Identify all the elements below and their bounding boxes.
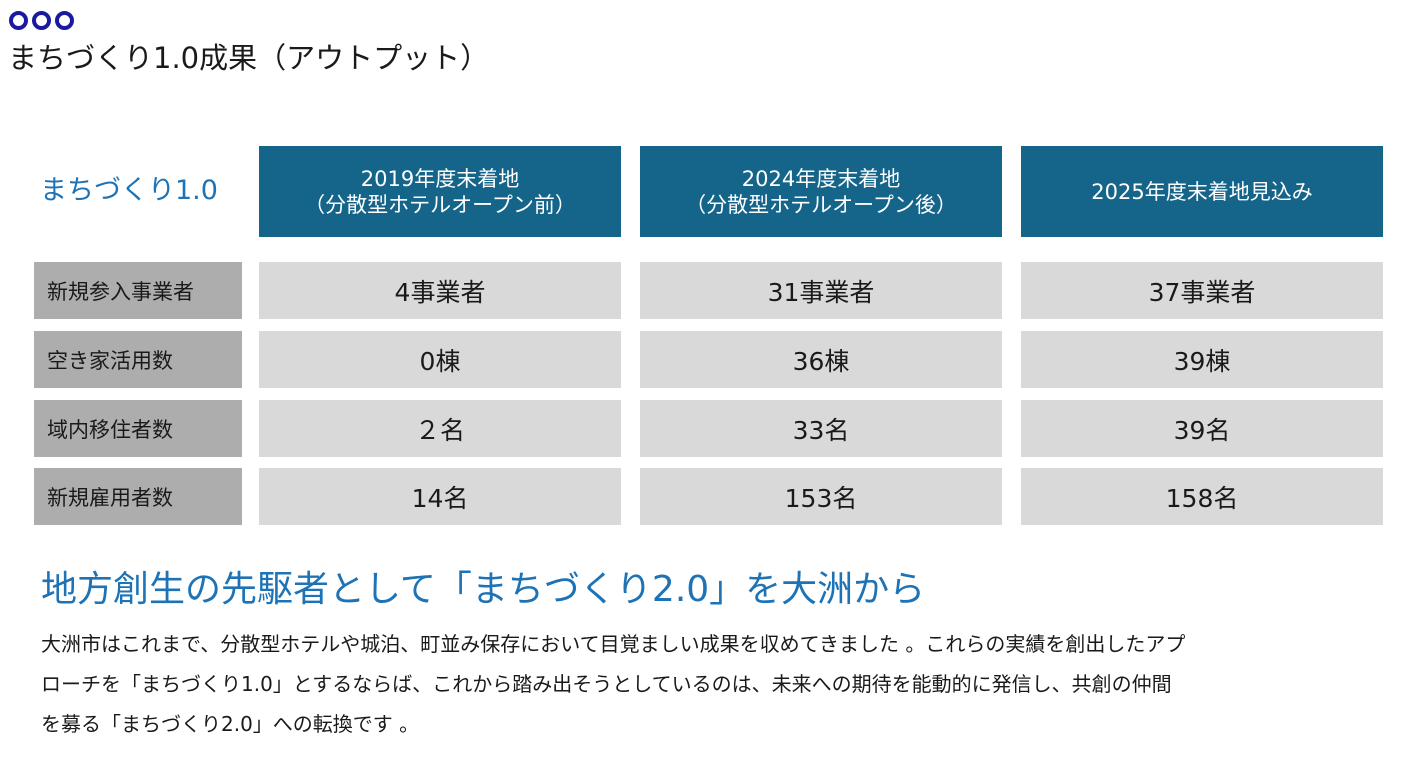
row-label-migrants: 域内移住者数 — [34, 400, 242, 457]
table-cell: ２名 — [259, 400, 621, 457]
table-cell: 153名 — [640, 468, 1002, 525]
column-header-line: （分散型ホテルオープン前） — [304, 192, 576, 217]
table-corner-label: まちづくり1.0 — [40, 175, 218, 206]
table-cell: 39棟 — [1021, 331, 1383, 388]
table-cell: 14名 — [259, 468, 621, 525]
paragraph-line: を募る「まちづくり2.0」への転換です 。 — [41, 712, 420, 736]
table-cell: 158名 — [1021, 468, 1383, 525]
table-cell: 4事業者 — [259, 262, 621, 319]
table-cell: 33名 — [640, 400, 1002, 457]
paragraph-line: ローチを「まちづくり1.0」とするならば、これから踏み出そうとしているのは、未来… — [41, 672, 1172, 696]
column-header-line: 2025年度末着地見込み — [1091, 179, 1313, 204]
decorative-bullets — [9, 11, 74, 30]
table-cell: 0棟 — [259, 331, 621, 388]
circle-bullet-icon — [9, 11, 28, 30]
page-heading: まちづくり1.0成果（アウトプット） — [8, 41, 490, 75]
column-header-2024: 2024年度末着地 （分散型ホテルオープン後） — [640, 146, 1002, 237]
row-label-vacant-houses: 空き家活用数 — [34, 331, 242, 388]
table-cell: 36棟 — [640, 331, 1002, 388]
table-cell: 31事業者 — [640, 262, 1002, 319]
row-label-new-employees: 新規雇用者数 — [34, 468, 242, 525]
column-header-2025: 2025年度末着地見込み — [1021, 146, 1383, 237]
paragraph-line: 大洲市はこれまで、分散型ホテルや城泊、町並み保存において目覚ましい成果を収めてき… — [41, 632, 1186, 656]
column-header-line: 2019年度末着地 — [360, 166, 520, 191]
circle-bullet-icon — [32, 11, 51, 30]
column-header-2019: 2019年度末着地 （分散型ホテルオープン前） — [259, 146, 621, 237]
section-title: 地方創生の先駆者として「まちづくり2.0」を大洲から — [41, 569, 926, 610]
column-header-line: （分散型ホテルオープン後） — [685, 192, 957, 217]
row-label-new-businesses: 新規参入事業者 — [34, 262, 242, 319]
column-header-line: 2024年度末着地 — [741, 166, 901, 191]
circle-bullet-icon — [55, 11, 74, 30]
table-cell: 37事業者 — [1021, 262, 1383, 319]
table-cell: 39名 — [1021, 400, 1383, 457]
body-paragraph: 大洲市はこれまで、分散型ホテルや城泊、町並み保存において目覚ましい成果を収めてき… — [41, 624, 1381, 744]
